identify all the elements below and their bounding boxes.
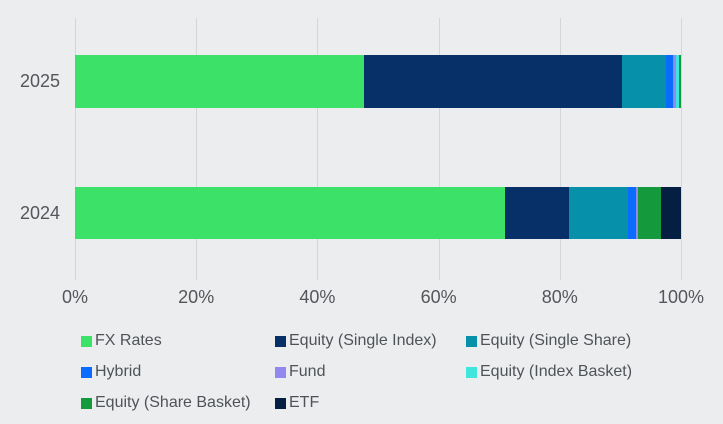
gridline (438, 18, 440, 280)
legend-item: ETF (275, 393, 466, 413)
legend-label: Fund (289, 363, 326, 380)
bar-segment (666, 55, 674, 108)
bar-segment (621, 55, 667, 108)
bar-segment (75, 55, 365, 108)
legend-item: Fund (275, 362, 466, 382)
bar-segment (675, 55, 679, 108)
bar-2025 (75, 55, 681, 108)
bar-segment (364, 55, 622, 108)
x-axis-tick-label: 80% (541, 287, 578, 307)
legend-item: FX Rates (81, 331, 275, 351)
bar-segment (660, 187, 681, 239)
legend-label: Equity (Index Basket) (480, 363, 633, 380)
gridline (75, 18, 76, 280)
legend-item: Equity (Index Basket) (466, 362, 701, 382)
legend-swatch-icon (275, 397, 286, 409)
bar-segment (637, 187, 661, 239)
bar-segment (75, 187, 506, 239)
legend-swatch-icon (275, 366, 286, 378)
legend-swatch-icon (81, 335, 92, 347)
gridline (681, 18, 682, 280)
legend-item: Hybrid (81, 362, 275, 382)
x-axis-tick-label: 40% (299, 287, 336, 307)
gridline (559, 18, 561, 280)
bar-2024 (75, 187, 681, 239)
x-axis-tick-label: 100% (657, 287, 705, 307)
bar-segment (628, 187, 637, 239)
legend-swatch-icon (466, 366, 477, 378)
legend-label: Equity (Single Share) (480, 332, 632, 349)
legend-label: FX Rates (95, 332, 162, 349)
bar-segment (636, 187, 638, 239)
legend-label: Equity (Share Basket) (95, 394, 251, 411)
gridline (317, 18, 319, 280)
legend-label: Equity (Single Index) (289, 332, 437, 349)
legend-item: Equity (Single Index) (275, 331, 466, 351)
legend-item: Equity (Share Basket) (81, 393, 275, 413)
legend-swatch-icon (466, 335, 477, 347)
bar-segment (673, 55, 676, 108)
legend-swatch-icon (275, 335, 286, 347)
bar-segment (569, 187, 629, 239)
y-axis-category-label: 2024 (19, 203, 60, 223)
legend-swatch-icon (81, 366, 92, 378)
legend-item: Equity (Single Share) (466, 331, 701, 351)
plot-area (75, 18, 682, 280)
bar-segment (678, 55, 681, 108)
legend-swatch-icon (81, 397, 92, 409)
x-axis-tick-label: 60% (420, 287, 457, 307)
x-axis-tick-label: 0% (61, 287, 89, 307)
y-axis-category-label: 2025 (19, 71, 60, 91)
legend-label: Hybrid (95, 363, 142, 380)
legend-label: ETF (289, 394, 320, 411)
x-axis-tick-label: 20% (178, 287, 215, 307)
legend: FX Rates Equity (Single Index) Equity (Sin… (81, 331, 701, 413)
gridline (196, 18, 198, 280)
bar-segment (505, 187, 570, 239)
